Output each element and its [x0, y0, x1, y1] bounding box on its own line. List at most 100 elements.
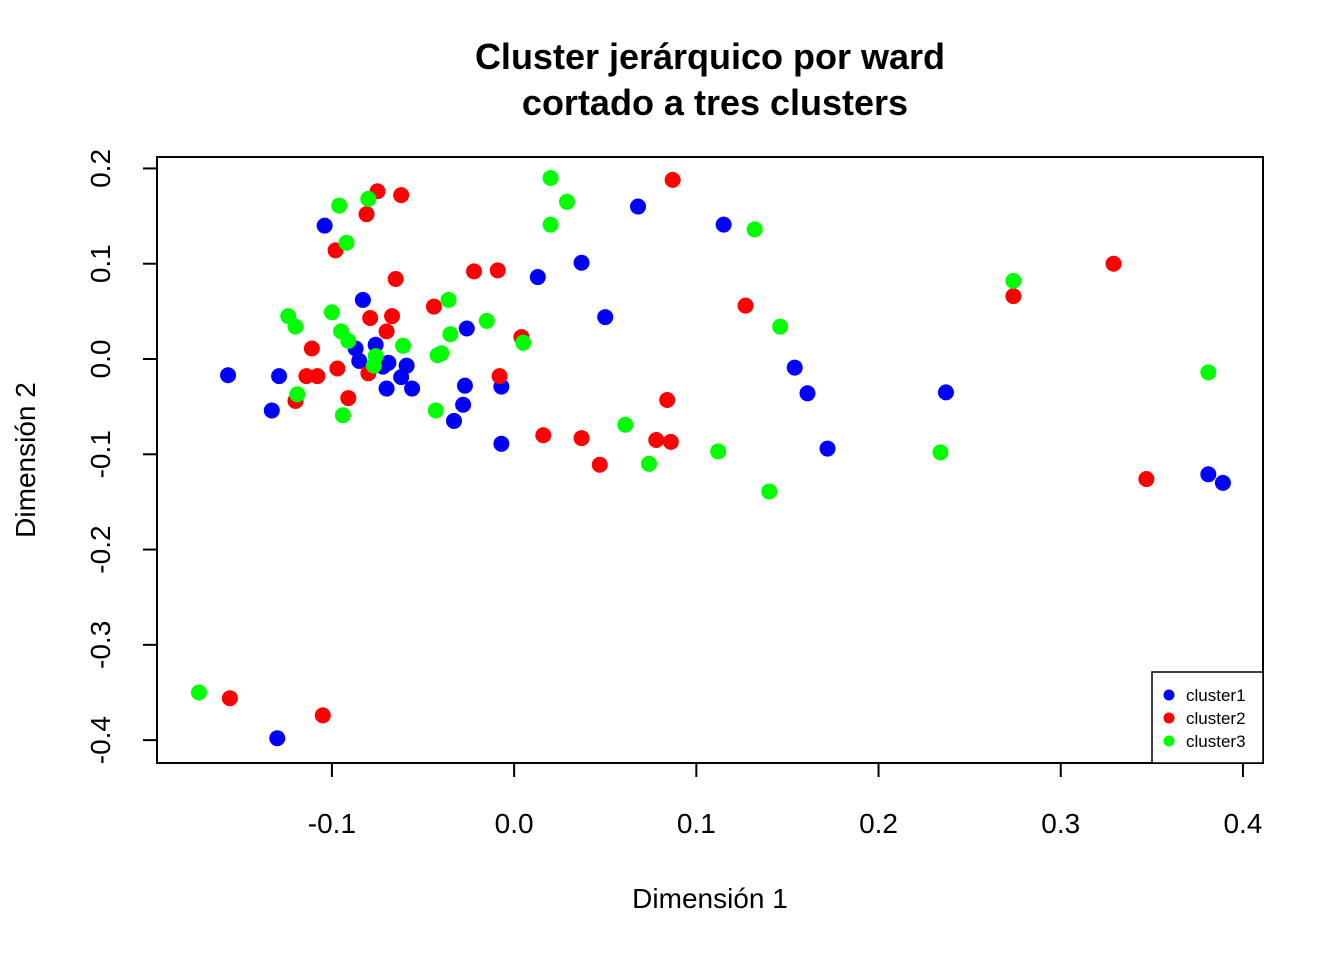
point-cluster3	[365, 357, 382, 374]
point-cluster3	[772, 318, 789, 335]
point-cluster1	[380, 354, 397, 371]
point-cluster3	[442, 326, 459, 343]
point-cluster1	[316, 217, 333, 234]
point-cluster3	[287, 318, 304, 335]
point-cluster2	[662, 433, 679, 450]
point-cluster2	[362, 310, 379, 327]
point-cluster3	[360, 190, 377, 207]
point-cluster2	[489, 262, 506, 279]
point-cluster3	[1005, 272, 1022, 289]
x-tick-label: 0.3	[1041, 808, 1080, 839]
point-cluster2	[340, 390, 357, 407]
point-cluster2	[737, 297, 754, 314]
point-cluster2	[591, 456, 608, 473]
point-cluster3	[761, 483, 778, 500]
y-tick-label: -0.4	[85, 716, 116, 764]
point-cluster3	[542, 169, 559, 186]
point-cluster2	[466, 263, 483, 280]
point-cluster3	[542, 216, 559, 233]
point-cluster1	[1200, 466, 1217, 483]
legend: cluster1 cluster2 cluster3	[1151, 671, 1264, 764]
point-cluster1	[220, 367, 237, 384]
point-cluster1	[786, 359, 803, 376]
point-cluster1	[354, 291, 371, 308]
point-cluster2	[314, 707, 331, 724]
point-cluster2	[221, 690, 238, 707]
point-cluster2	[309, 368, 326, 385]
point-cluster1	[937, 384, 954, 401]
x-tick-label: 0.4	[1223, 808, 1262, 839]
x-tick-label: 0.0	[495, 808, 534, 839]
point-cluster3	[746, 221, 763, 238]
point-cluster3	[340, 332, 357, 349]
point-cluster1	[799, 385, 816, 402]
point-cluster2	[664, 171, 681, 188]
point-cluster3	[323, 304, 340, 321]
point-cluster2	[393, 187, 410, 204]
point-cluster3	[427, 402, 444, 419]
legend-marker-cluster2	[1163, 712, 1175, 724]
point-cluster1	[351, 352, 368, 369]
point-cluster1	[493, 435, 510, 452]
chart-title-line2: cortado a tres clusters	[522, 82, 908, 123]
point-cluster1	[819, 440, 836, 457]
point-cluster2	[573, 430, 590, 447]
point-cluster2	[358, 206, 375, 223]
legend-marker-cluster3	[1163, 735, 1175, 747]
x-tick-label: 0.1	[677, 808, 716, 839]
point-cluster3	[617, 416, 634, 433]
y-tick-label: 0.1	[85, 244, 116, 283]
point-cluster2	[491, 368, 508, 385]
point-cluster2	[535, 427, 552, 444]
point-cluster2	[1138, 471, 1155, 488]
point-cluster1	[263, 402, 280, 419]
plot-frame	[156, 156, 1264, 764]
point-cluster3	[394, 337, 411, 354]
data-points	[190, 169, 1231, 747]
point-cluster3	[289, 386, 306, 403]
point-cluster3	[640, 455, 657, 472]
x-axis-label: Dimensión 1	[632, 883, 788, 914]
point-cluster2	[1005, 288, 1022, 305]
y-tick-label: -0.1	[85, 430, 116, 478]
point-cluster3	[478, 312, 495, 329]
legend-marker-cluster1	[1163, 689, 1175, 701]
point-cluster1	[398, 357, 415, 374]
point-cluster2	[378, 323, 395, 340]
point-cluster1	[378, 380, 395, 397]
y-tick-label: -0.3	[85, 621, 116, 669]
point-cluster3	[331, 197, 348, 214]
x-tick-label: 0.2	[859, 808, 898, 839]
x-axis: -0.1 0.0 0.1 0.2 0.3 0.4	[308, 762, 1262, 839]
y-axis: -0.4 -0.3 -0.2 -0.1 0.0 0.1 0.2	[85, 149, 158, 764]
point-cluster3	[334, 407, 351, 424]
point-cluster2	[329, 360, 346, 377]
point-cluster3	[515, 334, 532, 351]
point-cluster1	[1214, 474, 1231, 491]
point-cluster1	[445, 412, 462, 429]
point-cluster1	[458, 320, 475, 337]
point-cluster1	[630, 198, 647, 215]
point-cluster3	[932, 444, 949, 461]
point-cluster1	[404, 380, 421, 397]
point-cluster2	[387, 270, 404, 287]
point-cluster1	[271, 368, 288, 385]
legend-label-cluster3: cluster3	[1186, 732, 1246, 751]
point-cluster2	[303, 340, 320, 357]
point-cluster2	[659, 391, 676, 408]
x-tick-label: -0.1	[308, 808, 356, 839]
point-cluster3	[190, 684, 207, 701]
point-cluster1	[455, 396, 472, 413]
y-tick-label: 0.2	[85, 149, 116, 188]
point-cluster1	[597, 309, 614, 326]
point-cluster3	[710, 443, 727, 460]
chart-title-line1: Cluster jerárquico por ward	[475, 36, 945, 77]
point-cluster1	[456, 377, 473, 394]
point-cluster2	[298, 368, 315, 385]
point-cluster1	[269, 730, 286, 747]
point-cluster3	[338, 234, 355, 251]
point-cluster1	[573, 254, 590, 271]
point-cluster3	[1200, 364, 1217, 381]
point-cluster2	[384, 308, 401, 325]
